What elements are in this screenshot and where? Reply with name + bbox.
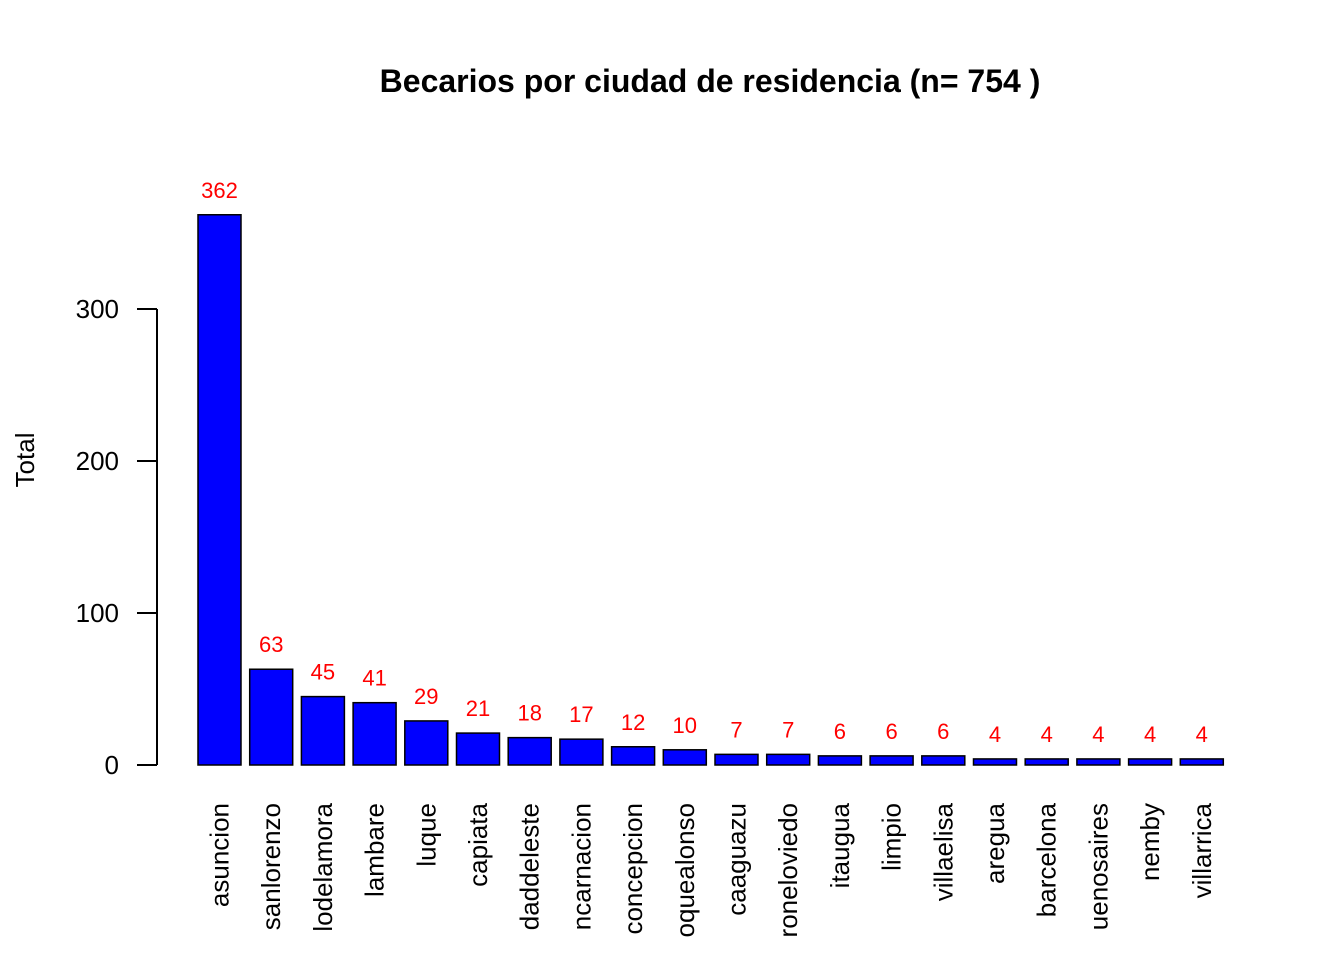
- category-label: lodelamora: [308, 802, 338, 931]
- category-label: luque: [411, 803, 441, 867]
- category-label: asuncion: [205, 803, 235, 907]
- bar-value-label: 7: [782, 717, 794, 742]
- bar: [507, 736, 552, 766]
- y-tick-label: 200: [76, 446, 119, 476]
- category-label: roneloviedo: [773, 803, 803, 937]
- bar: [1076, 758, 1121, 766]
- bars-group: [197, 214, 1225, 766]
- category-label: daddeleste: [515, 803, 545, 930]
- category-label: barcelona: [1032, 802, 1062, 917]
- bar: [765, 753, 811, 766]
- bar-value-label: 4: [1196, 722, 1208, 747]
- bar: [248, 668, 294, 766]
- bar-value-label: 17: [569, 702, 593, 727]
- bar-value-label: 10: [673, 713, 697, 738]
- bar-value-label: 41: [362, 666, 386, 691]
- value-labels-group: 362 63 45 41 29 21 18 17 12 10 7 7 6 6 6 4 4 4 4 4: [201, 178, 1208, 747]
- category-label: villarrica: [1187, 802, 1217, 898]
- bar-value-label: 4: [1041, 722, 1053, 747]
- bar: [921, 755, 966, 766]
- bar: [404, 720, 449, 766]
- bar-value-label: 6: [834, 719, 846, 744]
- category-label: limpio: [877, 803, 907, 871]
- bar: [869, 755, 914, 766]
- bar-value-label: 4: [1092, 722, 1104, 747]
- bar-value-label: 362: [201, 178, 238, 203]
- bar-value-label: 18: [517, 701, 541, 726]
- bar: [972, 758, 1018, 766]
- y-axis-label: Total: [10, 433, 40, 488]
- bar-value-label: 4: [989, 722, 1001, 747]
- bar: [300, 695, 346, 766]
- y-axis: 0 100 200 300: [76, 294, 158, 780]
- category-labels-group: asuncion sanlorenzo lodelamora lambare luque…: [205, 802, 1217, 937]
- y-tick-label: 100: [76, 598, 119, 628]
- bar-value-label: 21: [466, 696, 490, 721]
- y-tick-label: 300: [76, 294, 119, 324]
- category-label: concepcion: [618, 803, 648, 935]
- bar-value-label: 7: [730, 717, 742, 742]
- bar-value-label: 6: [885, 719, 897, 744]
- bar-value-label: 4: [1144, 722, 1156, 747]
- bar: [352, 701, 397, 766]
- category-label: nemby: [1135, 803, 1165, 881]
- bar: [1024, 758, 1069, 766]
- category-label: aregua: [980, 802, 1010, 883]
- bar: [1179, 758, 1225, 766]
- bar: [1127, 758, 1173, 766]
- y-tick-label: 0: [105, 750, 119, 780]
- bar: [610, 746, 656, 766]
- bar: [197, 214, 242, 766]
- category-label: caaguazu: [722, 803, 752, 916]
- bar-value-label: 63: [259, 632, 283, 657]
- bar-value-label: 12: [621, 710, 645, 735]
- category-label: ncarnacion: [566, 803, 596, 930]
- bar-value-label: 29: [414, 684, 438, 709]
- bar: [662, 749, 708, 766]
- category-label: itaugua: [825, 802, 855, 888]
- bar: [559, 738, 604, 766]
- bar-value-label: 45: [311, 660, 335, 685]
- category-label: oquealonso: [670, 803, 700, 937]
- category-label: sanlorenzo: [256, 803, 286, 930]
- category-label: uenosaires: [1083, 803, 1113, 930]
- category-label: capiata: [463, 802, 493, 886]
- bar: [817, 755, 863, 766]
- bar: [714, 753, 759, 766]
- chart-title: Becarios por ciudad de residencia (n= 75…: [380, 63, 1041, 99]
- category-label: lambare: [360, 803, 390, 897]
- bar-value-label: 6: [937, 719, 949, 744]
- category-label: villaelisa: [928, 802, 958, 901]
- bar: [455, 732, 501, 766]
